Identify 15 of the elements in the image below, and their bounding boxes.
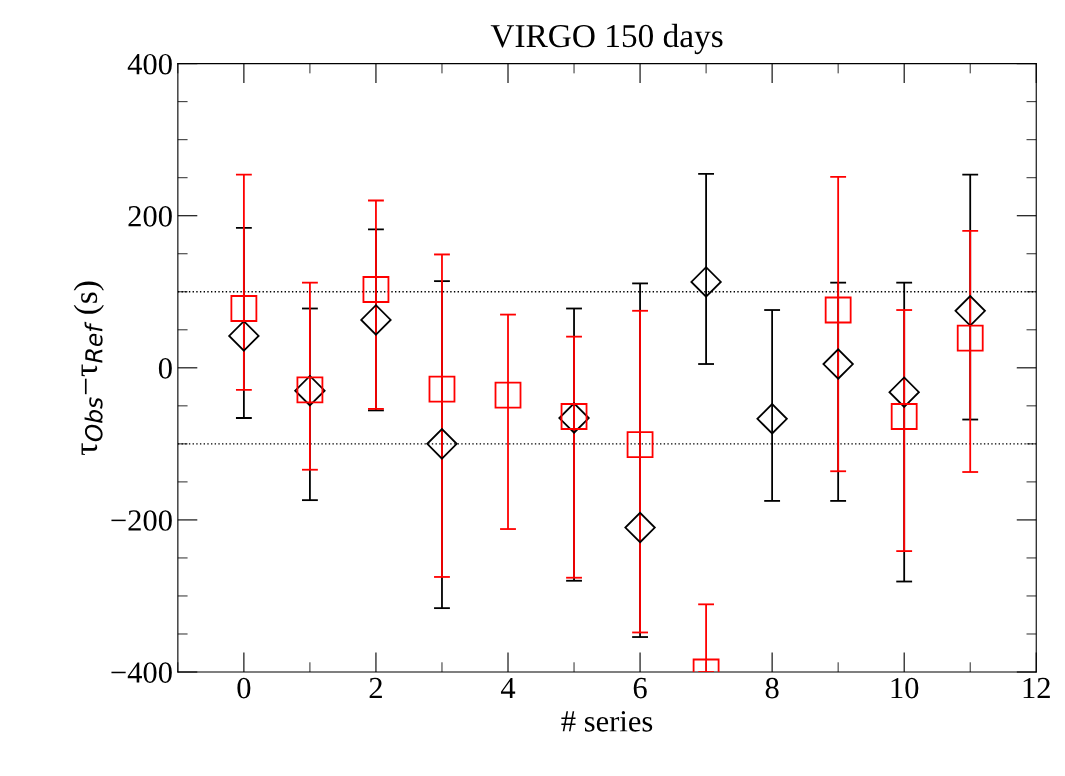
x-tick-label: 2 [369, 677, 382, 699]
x-tick-label: 6 [633, 677, 647, 699]
x-tick-label: 12 [1023, 677, 1050, 699]
x-tick-label: 10 [891, 677, 919, 699]
y-tick-label: 0 [158, 358, 172, 379]
y-tick-label: −400 [111, 662, 172, 683]
chart-title: VIRGO 150 days [490, 23, 723, 55]
y-tick-label: 400 [127, 53, 172, 75]
x-axis-title: # series [561, 711, 653, 732]
x-tick-label: 0 [237, 677, 251, 699]
y-axis-title: τ$_{Obs}$−τ$_{Ref}$ (s) [73, 281, 104, 456]
x-tick-label: 8 [765, 677, 779, 699]
y-tick-label: 200 [128, 206, 172, 227]
y-tick-label: −200 [111, 510, 172, 531]
x-tick-label: 4 [500, 677, 516, 699]
